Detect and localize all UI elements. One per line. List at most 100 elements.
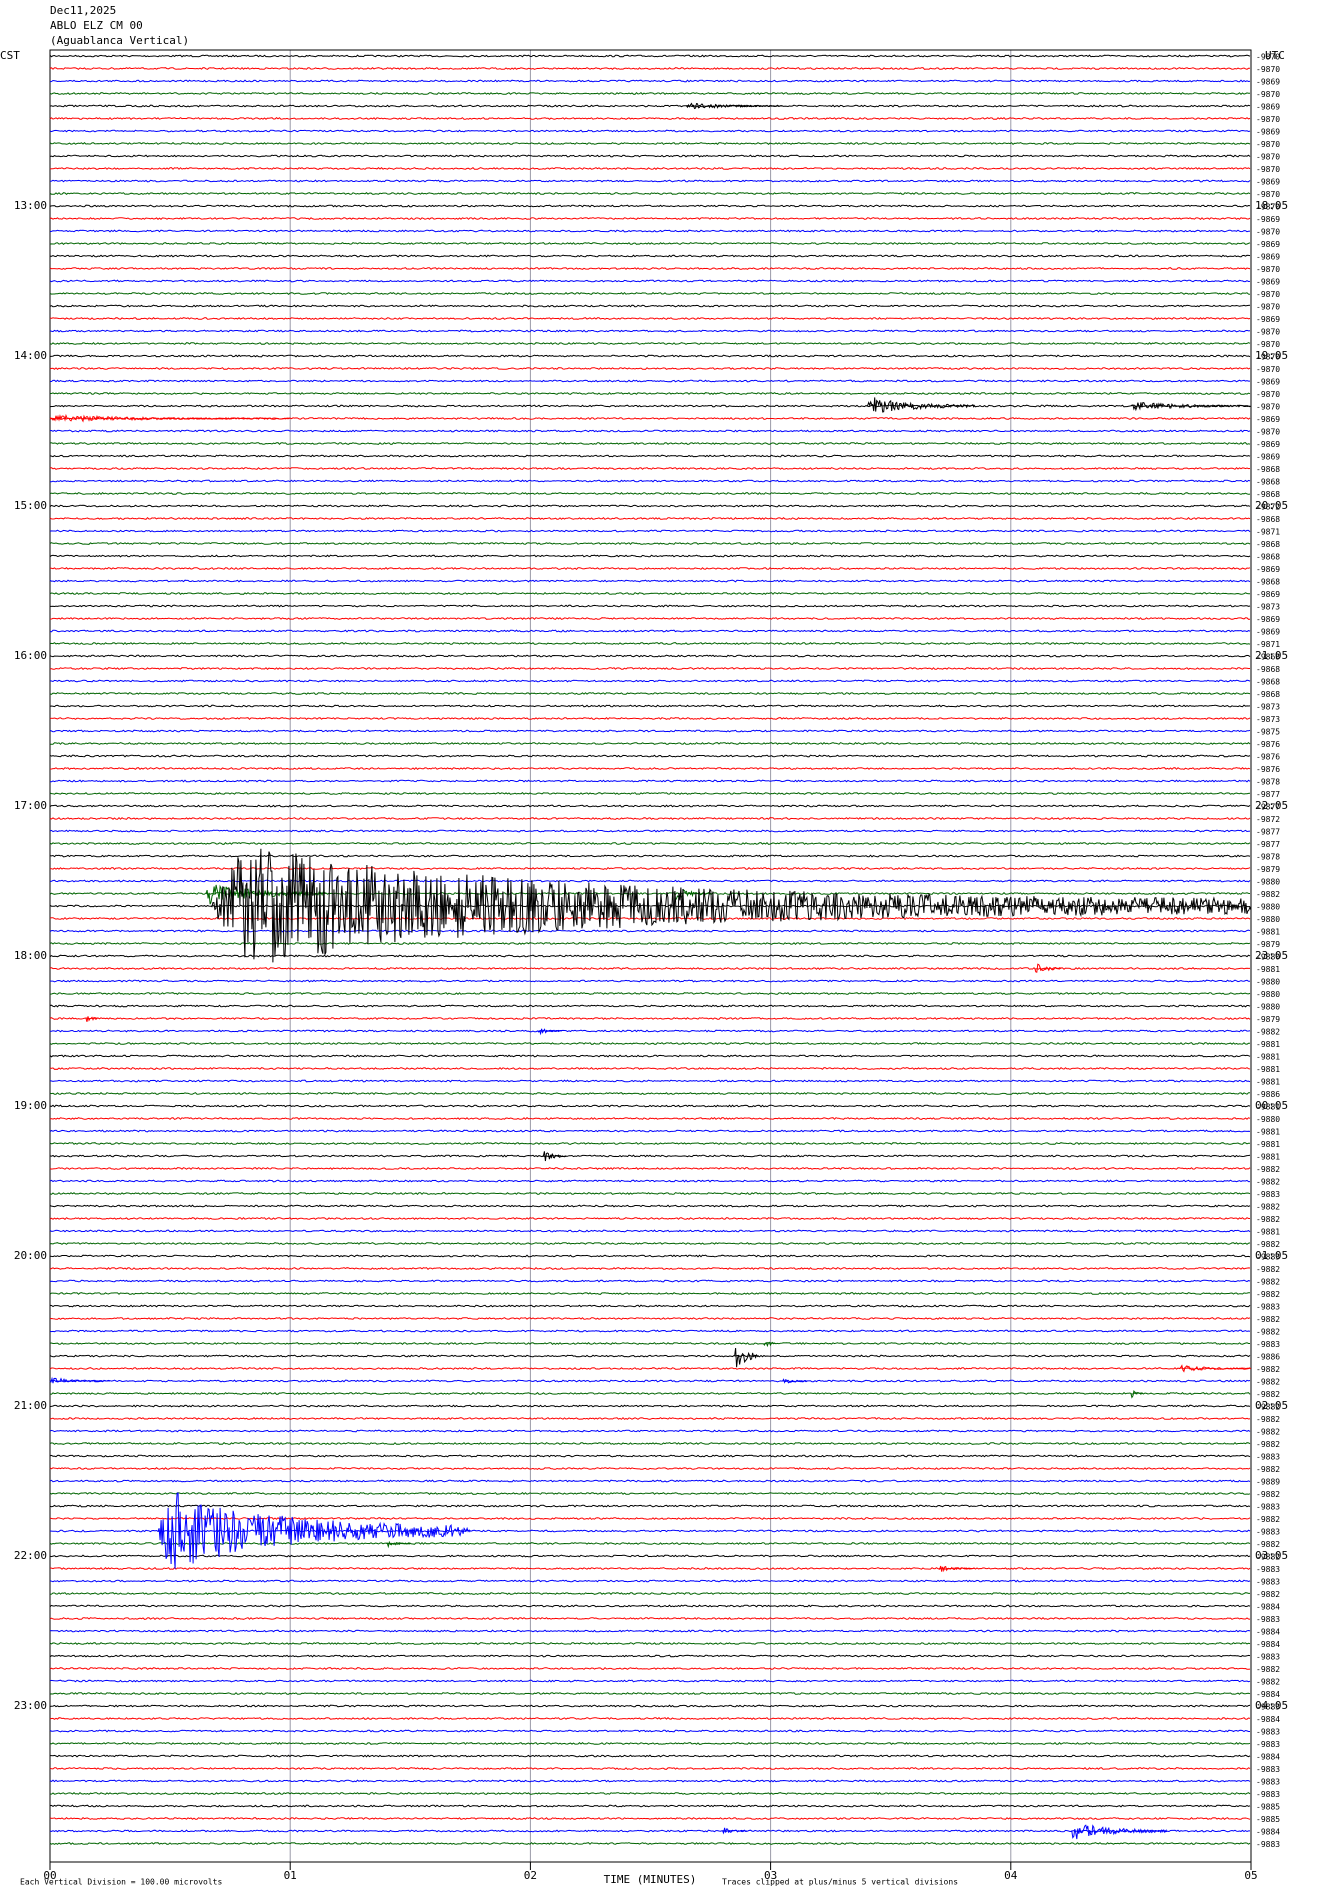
trace — [49, 1829, 1250, 1833]
offset-label: -9883 — [1256, 1340, 1280, 1349]
trace — [49, 1329, 1251, 1333]
channel: ABLO ELZ CM 00 — [50, 19, 143, 32]
event — [386, 1540, 411, 1549]
trace — [49, 967, 1250, 970]
trace — [49, 192, 1251, 195]
offset-label: -9883 — [1256, 1565, 1280, 1574]
trace — [49, 304, 1251, 308]
offset-label: -9876 — [1256, 753, 1280, 762]
offset-label: -9870 — [1256, 165, 1280, 174]
offset-label: -9868 — [1256, 578, 1280, 587]
trace — [49, 179, 1251, 183]
offset-label: -9870 — [1256, 428, 1280, 437]
offset-label: -9884 — [1256, 1828, 1280, 1837]
offset-label: -9881 — [1256, 1065, 1280, 1074]
event — [1130, 1389, 1144, 1399]
utc-label: 01:05 — [1255, 1249, 1288, 1262]
offset-label: -9868 — [1256, 690, 1280, 699]
trace — [50, 1029, 1251, 1033]
trace — [49, 467, 1251, 470]
offset-label: -9881 — [1256, 1053, 1280, 1062]
cst-label: 20:00 — [14, 1249, 47, 1262]
offset-label: -9883 — [1256, 1615, 1280, 1624]
offset-label: -9868 — [1256, 665, 1280, 674]
trace — [49, 92, 1251, 95]
offset-label: -9883 — [1256, 1728, 1280, 1737]
trace — [49, 1479, 1251, 1483]
trace — [49, 567, 1251, 570]
trace — [49, 341, 1251, 345]
offset-label: -9882 — [1256, 1215, 1280, 1224]
offset-label: -9880 — [1256, 1115, 1280, 1124]
offset-label: -9882 — [1256, 1403, 1280, 1412]
offset-label: -9882 — [1256, 1365, 1280, 1374]
trace — [49, 1566, 1251, 1570]
clip-note: Traces clipped at plus/minus 5 vertical … — [722, 1878, 958, 1887]
offset-label: -9882 — [1256, 1378, 1280, 1387]
offset-label: -9869 — [1256, 240, 1280, 249]
trace — [49, 1742, 1251, 1746]
trace — [49, 442, 1251, 446]
trace — [49, 404, 1251, 408]
trace — [49, 1154, 1251, 1158]
offset-label: -9884 — [1256, 1690, 1280, 1699]
offset-label: -9870 — [1256, 153, 1280, 162]
trace — [49, 1529, 1251, 1533]
trace — [50, 779, 1251, 783]
offset-label: -9882 — [1256, 1490, 1280, 1499]
trace — [49, 1579, 1251, 1583]
offset-label: -9869 — [1256, 615, 1280, 624]
trace — [49, 1317, 1251, 1320]
x-tick-label: 04 — [1004, 1869, 1018, 1882]
offset-label: -9886 — [1256, 1090, 1280, 1099]
utc-label: 03:05 — [1255, 1549, 1288, 1562]
trace — [49, 116, 1251, 121]
left-zone: CST — [0, 49, 20, 62]
trace — [49, 1717, 1251, 1720]
offset-label: -9871 — [1256, 528, 1280, 537]
trace — [49, 1729, 1250, 1733]
offset-label: -9882 — [1256, 1278, 1280, 1287]
trace — [49, 1217, 1250, 1221]
offset-label: -9877 — [1256, 840, 1280, 849]
cst-label: 17:00 — [14, 799, 47, 812]
offset-label: -9869 — [1256, 315, 1280, 324]
offset-label: -9870 — [1256, 90, 1280, 99]
offset-label: -9870 — [1256, 353, 1280, 362]
offset-label: -9882 — [1256, 1678, 1280, 1687]
trace — [49, 1054, 1251, 1058]
trace — [49, 916, 1251, 921]
trace — [49, 429, 1251, 433]
trace — [49, 367, 1251, 370]
trace — [49, 742, 1251, 745]
trace — [50, 354, 1251, 358]
x-tick-label: 05 — [1244, 1869, 1257, 1882]
event — [85, 1016, 99, 1022]
offset-label: -9882 — [1256, 1240, 1280, 1249]
trace — [49, 867, 1251, 870]
offset-label: -9868 — [1256, 478, 1280, 487]
station: (Aguablanca Vertical) — [50, 34, 189, 47]
offset-label: -9882 — [1256, 1290, 1280, 1299]
trace — [49, 617, 1251, 620]
x-tick-label: 00 — [43, 1869, 56, 1882]
offset-label: -9882 — [1256, 1328, 1280, 1337]
offset-label: -9868 — [1256, 553, 1280, 562]
trace — [49, 1104, 1251, 1108]
trace — [49, 1779, 1251, 1783]
trace — [49, 1004, 1251, 1008]
trace — [49, 142, 1251, 145]
trace — [49, 1067, 1251, 1070]
offset-label: -9873 — [1256, 603, 1280, 612]
trace — [49, 704, 1251, 708]
trace — [49, 1142, 1251, 1145]
offset-label: -9879 — [1256, 940, 1280, 949]
trace — [49, 1091, 1250, 1095]
offset-label: -9878 — [1256, 853, 1280, 862]
scale-note: Each Vertical Division = 100.00 microvol… — [20, 1878, 222, 1887]
offset-label: -9870 — [1256, 403, 1280, 412]
offset-label: -9876 — [1256, 740, 1280, 749]
trace — [49, 1204, 1251, 1208]
offset-label: -9877 — [1256, 828, 1280, 837]
offset-label: -9869 — [1256, 415, 1280, 424]
